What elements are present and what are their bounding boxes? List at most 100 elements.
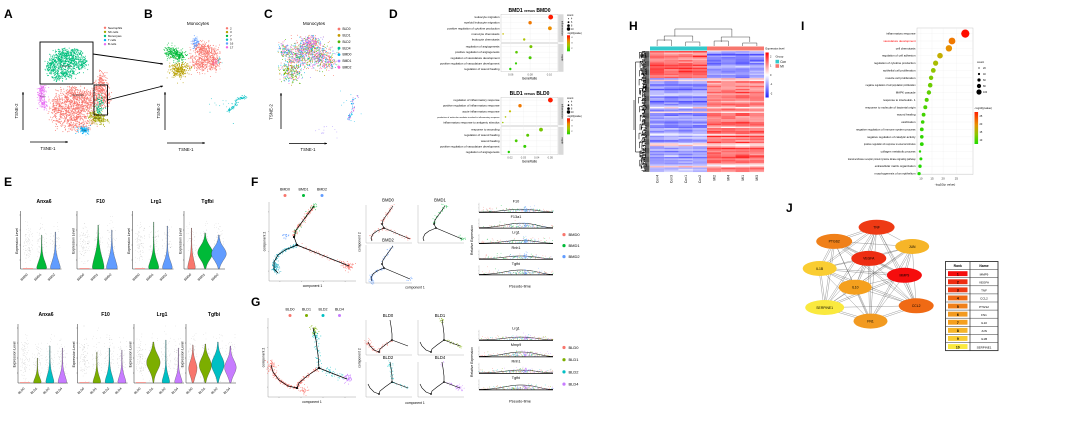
svg-text:4: 4 xyxy=(571,120,573,122)
svg-text:BMD2: BMD2 xyxy=(569,254,581,259)
svg-text:4: 4 xyxy=(957,297,959,301)
svg-text:80: 80 xyxy=(983,85,986,88)
svg-text:Anxa6: Anxa6 xyxy=(38,312,53,318)
svg-text:2: 2 xyxy=(230,26,232,30)
svg-text:BMD2: BMD2 xyxy=(159,272,168,281)
svg-text:BLD1: BLD1 xyxy=(435,313,446,318)
svg-text:E: E xyxy=(4,175,12,189)
svg-text:Pseudo-time: Pseudo-time xyxy=(509,399,531,404)
svg-text:GeneRatio: GeneRatio xyxy=(522,159,537,163)
svg-text:20: 20 xyxy=(983,67,986,70)
svg-text:MI2: MI2 xyxy=(712,175,716,181)
svg-text:10: 10 xyxy=(956,345,960,349)
svg-text:H: H xyxy=(629,19,638,33)
svg-text:BLD4: BLD4 xyxy=(171,386,180,395)
svg-text:9: 9 xyxy=(957,337,959,341)
svg-text:VEGFA: VEGFA xyxy=(863,257,875,261)
svg-text:10: 10 xyxy=(571,29,574,31)
svg-text:BLD1: BLD1 xyxy=(343,34,351,38)
svg-text:component 2: component 2 xyxy=(358,232,362,252)
svg-text:-2: -2 xyxy=(770,92,773,95)
svg-text:F10: F10 xyxy=(513,199,520,203)
svg-text:wound healing: wound healing xyxy=(897,113,916,117)
svg-text:vasculature development: vasculature development xyxy=(883,39,915,43)
svg-text:NK cells: NK cells xyxy=(108,30,119,34)
svg-text:BLD2: BLD2 xyxy=(102,386,111,395)
svg-text:BLD4: BLD4 xyxy=(335,308,344,312)
svg-text:G: G xyxy=(251,295,260,309)
svg-text:acute inflammatory response: acute inflammatory response xyxy=(462,109,500,113)
svg-text:BMD0: BMD0 xyxy=(76,272,85,281)
svg-text:Lrg1: Lrg1 xyxy=(151,199,162,205)
svg-text:GeneRatio: GeneRatio xyxy=(522,76,537,80)
svg-text:Monocytes: Monocytes xyxy=(187,21,210,26)
svg-text:-log10(pvalue): -log10(pvalue) xyxy=(567,33,582,35)
svg-text:negative regulation of catalyt: negative regulation of catalytic activit… xyxy=(867,135,916,139)
svg-text:BMD1: BMD1 xyxy=(299,188,309,192)
svg-text:Lrg1: Lrg1 xyxy=(512,326,520,330)
svg-text:Lrg1: Lrg1 xyxy=(157,312,168,318)
svg-text:component 1: component 1 xyxy=(405,286,425,290)
svg-text:transmembrane receptor protein: transmembrane receptor protein tyrosine … xyxy=(848,158,917,161)
svg-text:25: 25 xyxy=(955,177,959,181)
svg-text:3: 3 xyxy=(230,30,232,34)
svg-text:inflammatory response to antig: inflammatory response to antigenic stimu… xyxy=(443,121,500,125)
svg-text:25: 25 xyxy=(980,115,983,118)
svg-text:BLD2: BLD2 xyxy=(319,308,328,312)
svg-text:C: C xyxy=(264,7,273,21)
svg-text:MI: MI xyxy=(780,64,784,68)
svg-text:BLD0: BLD0 xyxy=(343,27,351,31)
svg-text:7: 7 xyxy=(957,321,959,325)
svg-text:BLD2: BLD2 xyxy=(569,369,580,374)
svg-text:8: 8 xyxy=(571,26,573,28)
svg-text:16: 16 xyxy=(230,42,234,46)
svg-text:CCL2: CCL2 xyxy=(912,304,921,308)
svg-text:10: 10 xyxy=(919,177,923,181)
svg-text:BLD1 versus BLD0: BLD1 versus BLD0 xyxy=(510,91,550,97)
svg-text:component 1: component 1 xyxy=(405,401,425,405)
svg-text:Con4: Con4 xyxy=(655,175,659,183)
svg-text:Tgfbi: Tgfbi xyxy=(201,199,214,205)
svg-text:BLD1: BLD1 xyxy=(198,386,207,395)
svg-text:BMD0: BMD0 xyxy=(20,272,29,281)
svg-text:positive regulation of cytokin: positive regulation of cytokine producti… xyxy=(447,26,500,30)
svg-text:BMD0: BMD0 xyxy=(343,53,352,57)
svg-text:2: 2 xyxy=(571,131,573,133)
svg-text:BLD0: BLD0 xyxy=(17,386,26,395)
svg-text:2: 2 xyxy=(571,48,573,50)
svg-text:0.08: 0.08 xyxy=(527,72,533,76)
svg-text:positive regulation of inflamm: positive regulation of inflammatory resp… xyxy=(443,104,500,108)
svg-text:SERPINE1: SERPINE1 xyxy=(816,306,833,310)
svg-text:F10: F10 xyxy=(101,312,110,318)
svg-text:Expression Level: Expression Level xyxy=(129,341,133,367)
svg-text:MMP9: MMP9 xyxy=(980,272,989,276)
svg-text:Name: Name xyxy=(979,264,988,268)
svg-text:Rnh1: Rnh1 xyxy=(511,359,520,363)
svg-text:epithelial cell proliferation: epithelial cell proliferation xyxy=(883,68,916,72)
svg-text:positive regulation of respons: positive regulation of response to exter… xyxy=(864,143,916,146)
svg-text:count: count xyxy=(567,96,574,100)
svg-text:count: count xyxy=(977,60,984,64)
svg-text:Con2: Con2 xyxy=(698,175,702,183)
svg-text:Rnh1: Rnh1 xyxy=(511,246,520,250)
svg-text:Neutrophils: Neutrophils xyxy=(72,94,84,97)
svg-text:positive regulation of vascula: positive regulation of vasculature devel… xyxy=(440,144,500,148)
svg-text:positive regulation of vascula: positive regulation of vasculature devel… xyxy=(440,61,500,65)
svg-text:4: 4 xyxy=(571,19,573,21)
svg-text:4: 4 xyxy=(571,102,573,104)
svg-text:response to molecule of bacter: response to molecule of bacterial origin xyxy=(865,105,916,109)
svg-text:BMD1: BMD1 xyxy=(343,59,352,63)
svg-text:regulation of cell adhesion: regulation of cell adhesion xyxy=(882,54,916,58)
svg-text:9: 9 xyxy=(230,38,232,42)
svg-text:3: 3 xyxy=(957,289,959,293)
svg-text:inflammatory response: inflammatory response xyxy=(886,32,916,36)
svg-text:BMD0: BMD0 xyxy=(382,198,394,203)
svg-text:Tgfbi: Tgfbi xyxy=(208,312,221,318)
svg-text:Group: Group xyxy=(776,55,784,59)
svg-text:Expression Level: Expression Level xyxy=(13,341,17,367)
svg-text:8: 8 xyxy=(571,109,573,111)
svg-text:10: 10 xyxy=(980,139,983,142)
svg-text:F13a1: F13a1 xyxy=(511,215,522,219)
svg-text:JUN: JUN xyxy=(909,245,916,249)
svg-text:Expression Level: Expression Level xyxy=(181,341,185,367)
